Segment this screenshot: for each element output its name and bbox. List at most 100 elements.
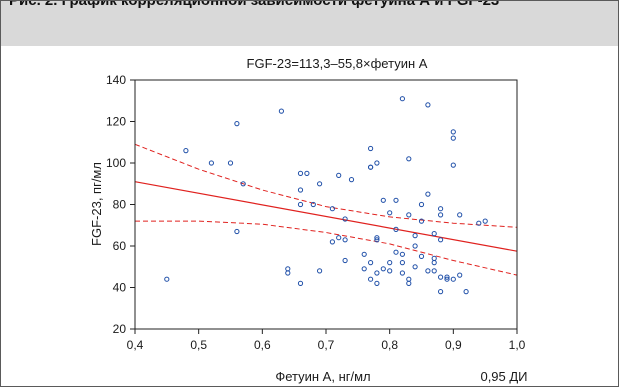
data-point	[329, 239, 335, 245]
chart-title: FGF-23=113,3–55,8×фетуин А	[247, 56, 428, 71]
data-point	[164, 276, 170, 282]
data-point	[418, 253, 425, 259]
y-tick-label: 80	[113, 198, 127, 212]
data-point	[342, 257, 348, 264]
data-point	[399, 96, 405, 102]
data-point	[406, 276, 412, 282]
data-point	[368, 164, 374, 170]
x-axis-title: Фетуин А, нг/мл	[275, 369, 370, 384]
x-tick-label: 0,7	[318, 338, 335, 352]
y-axis-title: FGF-23, пг/мл	[89, 162, 104, 246]
data-point	[406, 280, 412, 286]
x-tick-label: 0,6	[254, 338, 271, 352]
data-point	[342, 237, 348, 243]
lower-confidence-line	[135, 220, 518, 276]
regression-line	[134, 181, 518, 252]
data-point	[393, 249, 399, 255]
data-point	[393, 197, 399, 203]
data-point	[482, 218, 488, 224]
data-point	[450, 276, 456, 282]
data-point	[463, 289, 469, 295]
data-point	[374, 235, 380, 241]
data-point	[450, 162, 456, 168]
y-tick-label: 60	[113, 239, 127, 253]
y-tick-label: 20	[113, 322, 127, 336]
upper-confidence-line	[134, 143, 518, 228]
data-point	[374, 270, 380, 276]
data-point	[425, 102, 431, 108]
plot-frame	[134, 79, 518, 330]
data-point	[387, 268, 393, 274]
x-tick-label: 0,5	[190, 338, 207, 352]
y-tick-label: 120	[106, 115, 126, 129]
data-point	[297, 201, 304, 208]
data-point	[336, 172, 342, 178]
data-point	[425, 268, 431, 274]
data-point	[368, 260, 374, 266]
data-point	[361, 251, 367, 257]
tick-layer: 0,4 0,5 0,6 0,7 0,8 0,9 1,0 20 40 60 80 100 120 140	[106, 73, 526, 352]
data-point	[425, 191, 431, 197]
data-point	[431, 231, 437, 237]
confidence-band	[134, 143, 518, 276]
data-point	[418, 201, 425, 208]
data-point	[317, 181, 323, 187]
data-point	[361, 266, 367, 272]
data-point	[418, 218, 425, 224]
data-point	[399, 260, 405, 266]
data-point	[406, 212, 412, 218]
x-tick-label: 0,8	[381, 338, 398, 352]
data-point	[438, 274, 444, 280]
points-layer	[164, 96, 488, 295]
data-point	[412, 243, 418, 249]
data-point	[457, 212, 463, 218]
data-point	[374, 280, 380, 286]
data-point	[297, 187, 304, 193]
data-point	[393, 226, 399, 232]
data-point	[374, 160, 380, 166]
data-point	[431, 255, 437, 261]
data-point	[457, 272, 463, 278]
data-point	[450, 129, 456, 135]
y-tick-label: 140	[106, 73, 126, 87]
data-point	[227, 160, 234, 166]
data-point	[476, 220, 482, 226]
data-point	[438, 237, 444, 243]
data-point	[431, 260, 437, 266]
data-point	[240, 181, 246, 187]
data-point	[317, 268, 323, 274]
data-point	[438, 289, 444, 295]
figure-header: Рис. 2. График корреляционной зависимост…	[1, 1, 618, 46]
data-point	[348, 177, 355, 183]
data-point	[342, 216, 348, 222]
data-point	[329, 206, 335, 212]
data-point	[412, 233, 418, 239]
data-point	[234, 121, 240, 127]
data-point	[297, 280, 304, 286]
data-point	[374, 237, 380, 243]
data-point	[399, 270, 405, 276]
data-point	[208, 160, 214, 166]
x-tick-label: 0,4	[127, 338, 144, 352]
data-point	[387, 210, 393, 216]
x-tick-label: 0,9	[445, 338, 462, 352]
data-point	[444, 274, 450, 280]
data-point	[310, 201, 316, 208]
data-point	[380, 197, 386, 203]
data-point	[368, 145, 374, 152]
data-point	[380, 266, 386, 272]
data-point	[406, 156, 412, 162]
data-point	[438, 206, 444, 212]
data-point	[285, 270, 291, 276]
data-point	[444, 276, 450, 282]
y-tick-label: 100	[106, 156, 126, 170]
data-point	[368, 276, 374, 282]
data-point	[399, 251, 405, 257]
data-point	[285, 266, 291, 272]
data-point	[297, 170, 304, 176]
data-point	[450, 135, 456, 141]
figure-caption: Рис. 2. График корреляционной зависимост…	[9, 0, 500, 9]
y-tick-label: 40	[113, 281, 127, 295]
